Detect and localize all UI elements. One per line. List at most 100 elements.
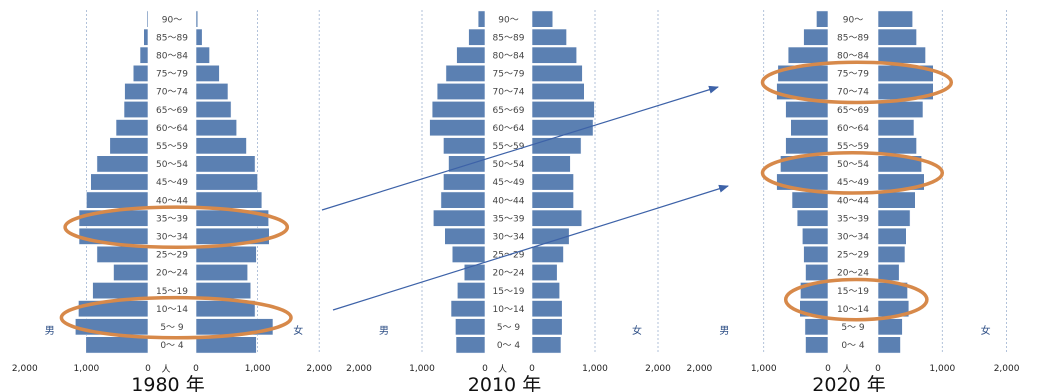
female-bar [195,28,203,46]
age-group-label: 5～ 9 [160,323,184,333]
female-bar [195,119,238,137]
female-bar [877,318,903,336]
age-group-label: 15～19 [493,287,525,297]
male-bar [455,336,486,354]
female-bar [531,137,582,155]
male-bar [445,64,486,82]
female-bar [195,263,249,281]
x-tick-label: 2,000 [645,364,671,374]
age-group-label: 20～24 [156,269,188,279]
male-bar [803,28,829,46]
age-group-label: 55～59 [493,142,525,152]
female-bar [877,263,900,281]
age-group-label: 10～14 [493,305,525,315]
age-group-label: 40～44 [837,196,869,206]
age-group-label: 30～34 [493,232,525,242]
female-bar [877,245,906,263]
female-bar [877,209,911,227]
female-bar [531,209,583,227]
male-bar [801,227,829,245]
female-bar [877,119,915,137]
age-group-label: 55～59 [156,142,188,152]
age-group-label: 30～34 [837,232,869,242]
age-group-label: 60～64 [156,124,188,134]
male-bar [85,336,149,354]
male-bar [456,46,486,64]
pyramid-panel-3: 0～ 4 5～ 9 10～14 15～19 20～24 25～29 30～34 35～39 40… [687,10,1020,392]
male-bar [804,318,829,336]
male-bar [75,318,149,336]
female-bar [195,336,257,354]
male-bar [444,227,486,245]
age-group-label: 5～ 9 [497,323,521,333]
female-bar [877,336,901,354]
x-tick-label: 2,000 [994,364,1020,374]
age-group-label: 15～19 [156,287,188,297]
x-tick-label: 0 [825,364,831,374]
age-group-label: 10～14 [837,305,869,315]
age-group-label: 50～54 [837,160,869,170]
male-bar [432,209,486,227]
x-tick-label: 2,000 [306,364,332,374]
age-group-label: 90～ [843,15,863,25]
age-group-label: 15～19 [837,287,869,297]
x-tick-label: 1,000 [751,364,777,374]
age-group-label: 75～79 [837,70,869,80]
female-bar [195,245,257,263]
male-bar [431,101,486,119]
male-bar [785,137,829,155]
female-bar [877,101,924,119]
female-label: 女 [981,324,991,337]
female-bar [531,46,578,64]
age-group-label: 20～24 [493,269,525,279]
age-group-label: 70～74 [493,88,525,98]
female-bar [531,245,564,263]
female-bar [195,64,220,82]
male-bar [113,263,149,281]
age-group-label: 45～49 [156,178,188,188]
age-group-label: 80～84 [156,51,188,61]
male-bar [477,10,486,28]
age-group-label: 40～44 [493,196,525,206]
x-tick-label: 1,000 [409,364,435,374]
age-group-label: 75～79 [493,70,525,80]
age-group-label: 50～54 [493,160,525,170]
male-bar [86,191,149,209]
female-bar [877,227,907,245]
x-tick-label: 1,000 [74,364,100,374]
x-tick-label: 0 [529,364,535,374]
arrow-1980-to-2020-upper [321,85,719,211]
x-tick-label: 1,000 [582,364,608,374]
age-group-label: 25～29 [493,251,525,261]
age-group-label: 25～29 [156,251,188,261]
male-bar [463,263,486,281]
female-bar [531,191,574,209]
male-label: 男 [45,325,55,337]
male-bar [796,209,829,227]
age-group-label: 45～49 [837,178,869,188]
age-group-label: 80～84 [493,51,525,61]
age-group-label: 55～59 [837,142,869,152]
age-group-label: 0～ 4 [160,341,184,351]
male-bar [90,173,149,191]
unit-label: 人 [842,364,851,375]
female-bar [877,191,916,209]
female-bar [531,282,561,300]
female-bar [531,263,558,281]
age-group-label: 85～89 [837,33,869,43]
male-bar [436,83,486,101]
male-bar [790,119,829,137]
male-bar [468,28,486,46]
highlight-ellipse [760,60,954,105]
chart-title: 1980 年 [131,374,204,392]
age-group-label: 35～39 [837,214,869,224]
male-bar [443,137,486,155]
age-group-label: 0～ 4 [497,341,521,351]
age-group-label: 0～ 4 [841,341,865,351]
male-bar [450,300,486,318]
pyramid-panel-1: 0～ 4 5～ 9 10～14 15～19 20～24 25～29 30～34 35～39 40… [12,10,332,392]
female-bar [531,10,554,28]
male-bar [787,46,829,64]
age-group-label: 65～69 [837,106,869,116]
